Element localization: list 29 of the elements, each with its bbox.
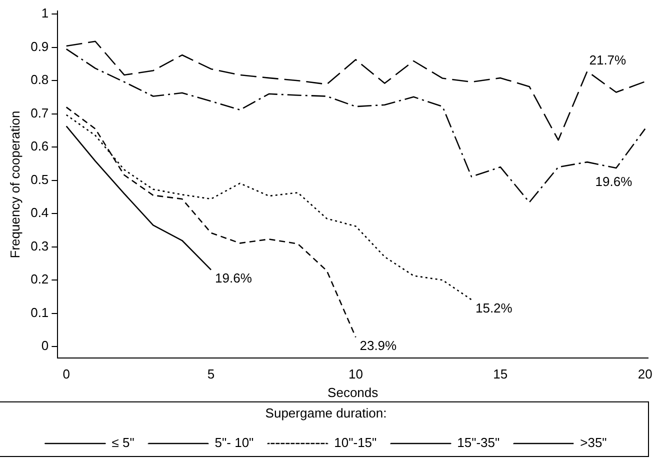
legend-label: ≤ 5" [112, 435, 135, 450]
y-tick-label: 0.6 [30, 138, 49, 154]
y-tick-label: 0.7 [30, 105, 49, 120]
legend-title: Supergame duration: [265, 405, 387, 420]
y-tick-label: 0.1 [30, 304, 49, 320]
y-tick-label: 0.4 [30, 205, 49, 220]
y-tick-label: 0.9 [30, 38, 49, 54]
annotation: 23.9% [360, 338, 398, 353]
legend-label: >35" [580, 435, 608, 450]
y-tick-label: 0 [41, 338, 49, 354]
x-axis-title: Seconds [328, 385, 379, 400]
annotation: 19.6% [215, 270, 252, 286]
y-tick-label: 1 [41, 6, 49, 21]
x-tick-label: 5 [207, 366, 215, 382]
y-tick-label: 0.8 [30, 72, 49, 88]
y-axis-title: Frequency of cooperation [7, 110, 22, 258]
y-tick-label: 0.3 [30, 238, 49, 254]
x-tick-label: 15 [493, 366, 508, 382]
x-tick-label: 20 [638, 366, 652, 382]
x-tick-label: 10 [348, 366, 363, 382]
y-tick-label: 0.2 [30, 272, 49, 287]
y-tick-label: 0.5 [30, 172, 49, 187]
annotation: 19.6% [595, 174, 633, 190]
legend-label: 5"- 10" [214, 435, 254, 450]
annotation: 15.2% [475, 300, 513, 316]
legend-label: 10"-15" [334, 435, 378, 450]
x-tick-label: 0 [62, 366, 70, 382]
annotation: 21.7% [589, 52, 627, 68]
legend-label: 15"-35" [457, 435, 500, 450]
